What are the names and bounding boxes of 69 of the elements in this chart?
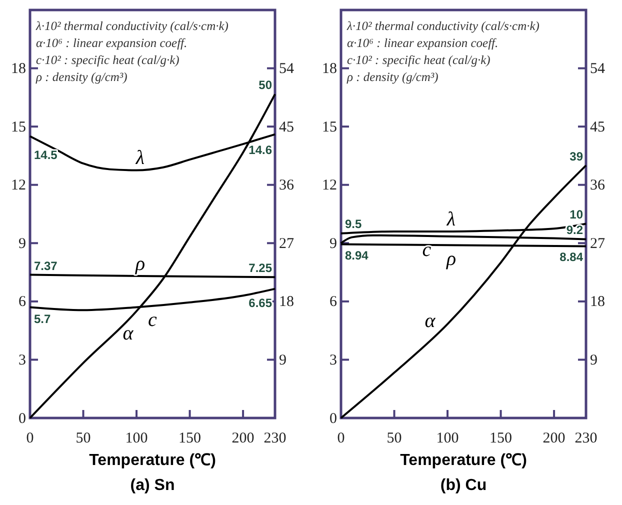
- x-tick-label: 150: [490, 430, 512, 447]
- y2-tick-label: 36: [279, 178, 294, 194]
- x-tick-label: 230: [264, 430, 286, 447]
- data-label: 5.7: [34, 312, 52, 326]
- y-tick-label: 15: [11, 119, 26, 136]
- y2-tick-label: 54: [590, 61, 606, 78]
- series-label: α: [424, 310, 436, 332]
- series-label: ρ: [134, 253, 146, 276]
- y-tick-label: 9: [18, 236, 26, 252]
- y2-tick-label: 9: [279, 352, 286, 369]
- annotation: ρ : density (g/cm³): [35, 70, 128, 84]
- annotation: α·10⁶ : linear expansion coeff.: [347, 36, 498, 50]
- annotation: c·10² : specific heat (cal/g·k): [36, 53, 180, 67]
- data-label: 14.6: [248, 142, 272, 157]
- annotation: λ·10² thermal conductivity (cal/s·cm·k): [35, 19, 228, 33]
- data-label: 10: [570, 208, 584, 222]
- y-tick-label: 3: [330, 352, 337, 369]
- x-axis-title: Temperature (℃): [89, 452, 216, 469]
- annotation: α·10⁶ : linear expansion coeff.: [36, 36, 188, 50]
- series-label: c: [422, 239, 432, 262]
- y2-tick-label: 27: [279, 236, 294, 252]
- x-tick-label: 50: [76, 430, 91, 447]
- annotation: c·10² : specific heat (cal/g·k): [347, 53, 490, 67]
- series-label: λ: [446, 208, 456, 230]
- y2-tick-label: 27: [590, 236, 606, 252]
- annotation: λ·10² thermal conductivity (cal/s·cm·k): [346, 19, 540, 33]
- text: (a) Sn: [130, 477, 175, 494]
- text: (b) Cu: [440, 477, 487, 494]
- series-label: α: [122, 322, 134, 344]
- x-tick-label: 230: [574, 430, 598, 447]
- x-tick-label: 150: [178, 430, 202, 447]
- y-tick-label: 12: [11, 178, 26, 194]
- y2-tick-label: 9: [590, 352, 598, 369]
- y-tick-label: 18: [322, 61, 337, 78]
- series-label: λ: [134, 146, 145, 169]
- y-tick-label: 6: [18, 294, 26, 310]
- x-tick-label: 50: [386, 430, 402, 447]
- y2-tick-label: 18: [279, 294, 294, 310]
- y-tick-label: 9: [330, 236, 337, 252]
- series-label: c: [148, 308, 158, 331]
- data-label: 50: [258, 78, 272, 92]
- x-axis-title: Temperature (℃): [400, 452, 527, 469]
- data-label: 8.84: [560, 250, 584, 264]
- y2-tick-label: 45: [279, 119, 294, 136]
- x-tick-label: 200: [232, 430, 254, 447]
- y-tick-label: 0: [18, 410, 26, 427]
- y2-tick-label: 36: [590, 178, 606, 194]
- y2-tick-label: 18: [590, 294, 605, 310]
- data-label: 8.94: [345, 248, 369, 262]
- y-tick-label: 6: [330, 294, 338, 310]
- annotation: ρ : density (g/cm³): [346, 70, 438, 84]
- y-tick-label: 12: [322, 178, 337, 194]
- y-tick-label: 15: [322, 119, 337, 136]
- y2-tick-label: 54: [279, 61, 294, 78]
- y-tick-label: 0: [330, 410, 337, 427]
- data-label: 39: [570, 149, 584, 164]
- x-tick-label: 100: [436, 430, 459, 447]
- x-tick-label: 100: [125, 430, 148, 447]
- data-label: 14.5: [34, 148, 58, 162]
- data-label: 6.65: [248, 296, 272, 310]
- y-tick-label: 3: [18, 352, 26, 369]
- data-label: 7.25: [248, 261, 272, 276]
- data-label: 9.5: [345, 216, 362, 231]
- data-label: 9.2: [566, 222, 584, 237]
- y-tick-label: 18: [11, 61, 26, 78]
- y2-tick-label: 45: [590, 119, 605, 136]
- series-label: ρ: [445, 248, 456, 270]
- x-tick-label: 200: [542, 430, 566, 447]
- data-label: 7.37: [34, 258, 58, 273]
